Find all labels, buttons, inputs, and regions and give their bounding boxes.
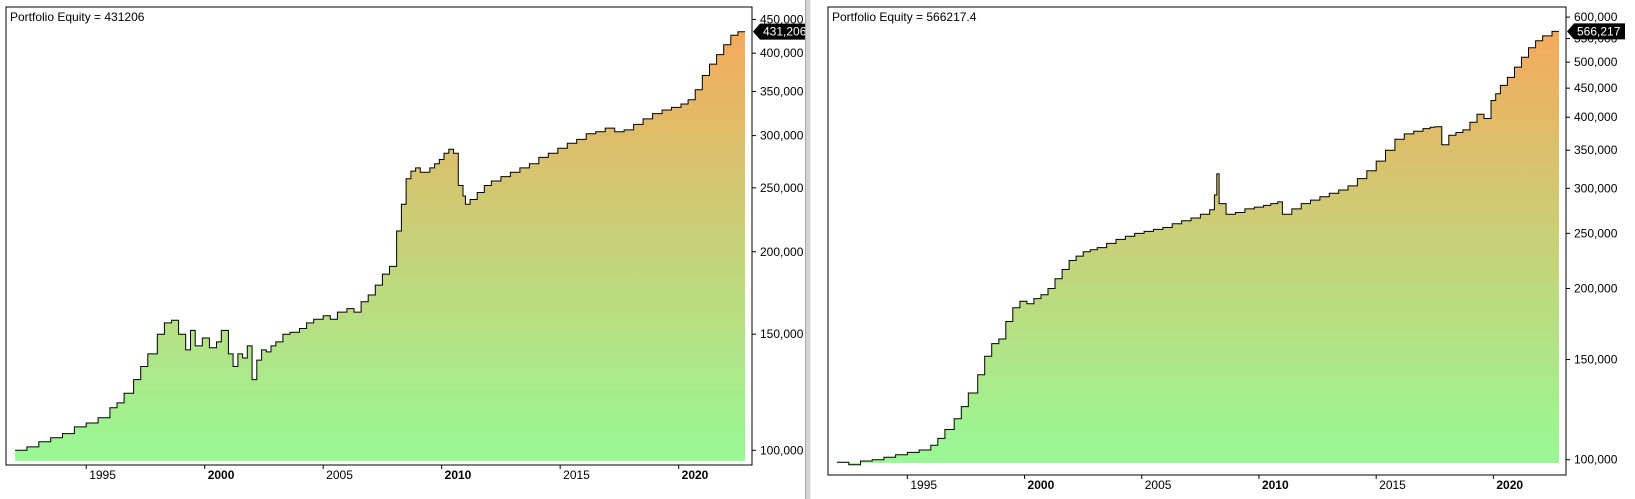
equity-area xyxy=(837,31,1559,465)
y-tick-label: 450,000 xyxy=(1574,81,1618,95)
x-tick-label: 2000 xyxy=(1028,478,1055,492)
y-tick-label: 350,000 xyxy=(1574,143,1618,157)
x-tick-label: 1995 xyxy=(910,478,937,492)
x-tick-label: 2020 xyxy=(682,468,709,482)
last-value-label: 431,206 xyxy=(763,25,805,39)
y-tick-label: 150,000 xyxy=(760,327,804,341)
y-tick-label: 400,000 xyxy=(1574,110,1618,124)
x-tick-label: 2015 xyxy=(1379,478,1406,492)
last-value-badge xyxy=(1567,23,1625,40)
chart-title: Portfolio Equity = 566217.4 xyxy=(832,10,977,24)
y-tick-label: 100,000 xyxy=(1574,453,1618,467)
y-tick-label: 250,000 xyxy=(1574,226,1618,240)
equity-line xyxy=(837,30,1559,466)
x-tick-label: 1995 xyxy=(89,468,116,482)
y-tick-label: 250,000 xyxy=(760,181,804,195)
y-tick-label: 150,000 xyxy=(1574,353,1618,367)
equity-area xyxy=(15,31,746,461)
y-tick-label: 600,000 xyxy=(1574,10,1618,24)
y-tick-label: 300,000 xyxy=(1574,181,1618,195)
panel-divider[interactable] xyxy=(805,0,811,499)
y-tick-label: 300,000 xyxy=(760,129,804,143)
y-tick-label: 100,000 xyxy=(760,443,804,457)
y-tick-label: 200,000 xyxy=(1574,281,1618,295)
last-value-badge xyxy=(753,23,805,40)
x-tick-label: 2020 xyxy=(1496,478,1523,492)
x-tick-label: 2010 xyxy=(445,468,472,482)
equity-line xyxy=(15,31,745,451)
last-value-label: 566,217 xyxy=(1577,24,1621,38)
y-tick-label: 400,000 xyxy=(760,46,804,60)
y-tick-label: 450,000 xyxy=(760,12,804,26)
equity-chart-right: Portfolio Equity = 566217.4 100,000 150,00… xyxy=(827,6,1625,492)
y-tick-label: 500,000 xyxy=(1574,55,1618,69)
x-tick-label: 2000 xyxy=(208,468,235,482)
y-tick-label: 200,000 xyxy=(760,245,804,259)
x-tick-label: 2005 xyxy=(326,468,353,482)
y-tick-label: 350,000 xyxy=(760,84,804,98)
equity-chart-left: Portfolio Equity = 431206 100,000 150,000 2… xyxy=(5,6,805,482)
chart-title: Portfolio Equity = 431206 xyxy=(10,10,145,24)
x-tick-label: 2015 xyxy=(563,468,590,482)
x-tick-label: 2005 xyxy=(1145,478,1172,492)
x-tick-label: 2010 xyxy=(1262,478,1289,492)
